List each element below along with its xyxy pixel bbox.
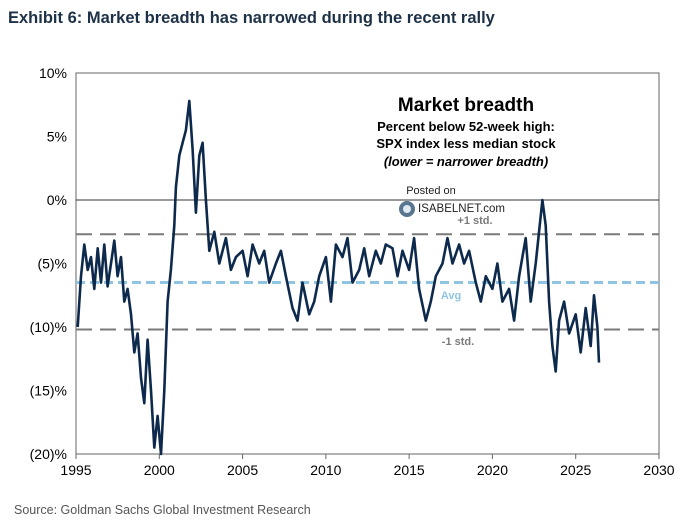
- watermark: Posted on ISABELNET.com: [399, 185, 505, 217]
- minus-one-std-label: -1 std.: [442, 336, 474, 348]
- x-tick-label: 2000: [144, 462, 175, 478]
- x-tick-label: 1995: [60, 462, 91, 478]
- watermark-line-2: ISABELNET.com: [418, 203, 505, 215]
- x-tick-label: 2020: [477, 462, 508, 478]
- market-breadth-chart: 10% 5% 0% (5)% (10)% (15)% (20)% 1995 2000 2005 2…: [30, 65, 675, 478]
- y-axis: 10% 5% 0% (5)% (10)% (15)% (20)%: [30, 65, 67, 462]
- chart-title: Market breadth: [398, 95, 534, 116]
- watermark-line-1: Posted on: [406, 185, 456, 197]
- y-tick-label: (10)%: [30, 319, 67, 335]
- y-tick-label: 10%: [39, 65, 67, 81]
- y-tick-label: 5%: [47, 129, 67, 145]
- y-tick-label: (5)%: [37, 256, 67, 272]
- plot-frame: [75, 72, 660, 455]
- x-tick-label: 2005: [227, 462, 258, 478]
- chart-subtitle-line-2: SPX index less median stock: [376, 136, 556, 151]
- source-note: Source: Goldman Sachs Global Investment …: [14, 503, 311, 517]
- x-tick-label: 2010: [310, 462, 341, 478]
- chart-title-background: [355, 87, 593, 175]
- x-axis: 1995 2000 2005 2010 2015 2020 2025 2030: [60, 454, 675, 478]
- y-tick-label: 0%: [47, 192, 67, 208]
- x-tick-label: 2025: [560, 462, 591, 478]
- chart-subtitle-line-1: Percent below 52-week high:: [377, 119, 555, 134]
- x-tick-label: 2030: [643, 462, 674, 478]
- y-tick-label: (15)%: [30, 383, 67, 399]
- isabelnet-logo-icon: [399, 201, 415, 217]
- y-tick-label: (20)%: [30, 446, 67, 462]
- plus-one-std-label: +1 std.: [457, 215, 492, 227]
- reference-lines: [76, 233, 659, 331]
- x-tick-label: 2015: [394, 462, 425, 478]
- series-line-market-breadth: [76, 99, 601, 456]
- exhibit-title: Exhibit 6: Market breadth has narrowed d…: [8, 9, 495, 27]
- chart-title-box: Market breadth Percent below 52-week hig…: [355, 87, 593, 175]
- chart-subtitle-line-3: (lower = narrower breadth): [384, 154, 548, 169]
- avg-label: Avg: [441, 290, 461, 302]
